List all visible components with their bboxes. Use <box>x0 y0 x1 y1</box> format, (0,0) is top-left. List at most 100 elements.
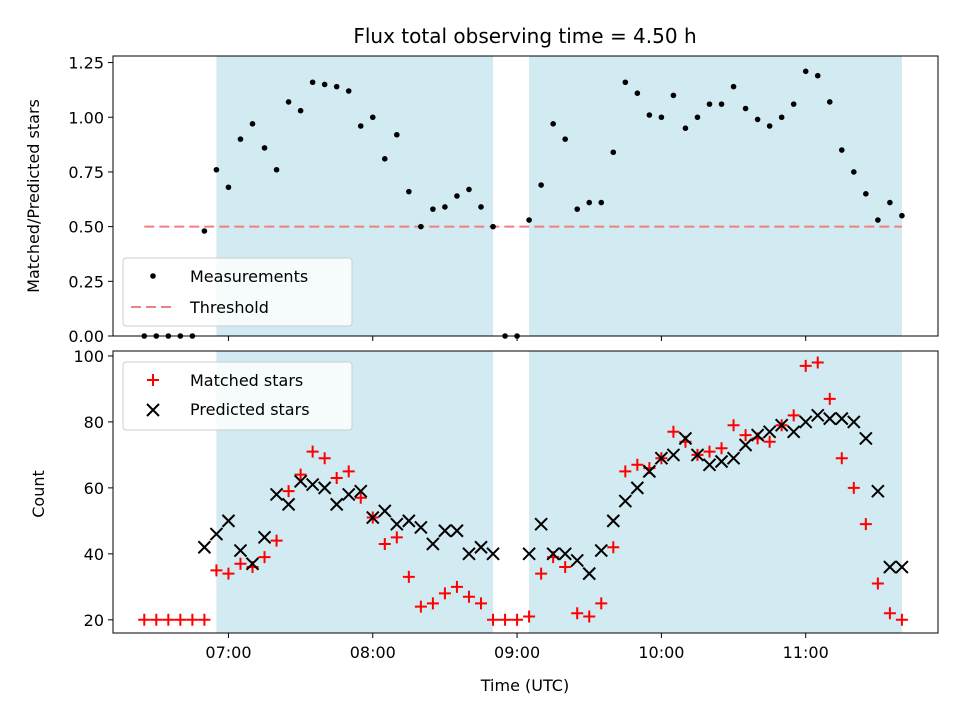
measurement-point <box>345 88 352 94</box>
top-legend-box <box>122 257 353 327</box>
matched-point <box>631 458 644 471</box>
matched-point <box>318 452 331 465</box>
matched-point <box>354 491 367 504</box>
matched-point <box>835 452 848 465</box>
top-y-tick-label: 0.50 <box>68 218 104 237</box>
top-x-ticks <box>227 336 807 341</box>
predicted-point <box>414 520 428 535</box>
predicted-point <box>293 474 308 488</box>
measurement-point <box>394 131 400 138</box>
matched-point <box>667 425 680 438</box>
predicted-point <box>690 448 705 462</box>
bottom-shaded-spans <box>216 351 902 633</box>
predicted-point <box>342 487 356 502</box>
measurement-point <box>682 125 689 131</box>
x-tick-label: 07:00 <box>205 643 251 662</box>
predicted-point <box>618 494 633 508</box>
matched-point <box>583 610 596 623</box>
predicted-point <box>630 481 645 495</box>
predicted-point <box>738 438 753 452</box>
top-y-axis-label: Matched/Predicted stars <box>24 99 43 293</box>
measurement-point <box>899 212 905 219</box>
top-axes-frame <box>112 55 939 337</box>
predicted-point <box>642 464 657 479</box>
matched-point <box>282 485 295 498</box>
predicted-point <box>269 487 284 502</box>
matched-point <box>342 465 355 478</box>
predicted-point <box>786 425 801 439</box>
matched-point <box>787 409 800 422</box>
matched-point <box>727 419 740 432</box>
measurement-point <box>670 92 677 99</box>
bottom-panel: 20 40 60 80 100 07:00 08:00 09:00 10:00 11:00 Co… <box>29 347 939 695</box>
measurement-point <box>381 156 388 162</box>
matched-point <box>595 597 608 610</box>
bottom-axes-frame <box>112 350 939 634</box>
predicted-point <box>426 537 440 551</box>
matched-point <box>895 613 908 626</box>
bottom-legend-box <box>122 361 353 431</box>
legend-predicted-label: Predicted stars <box>190 400 310 419</box>
bottom-y-tick-label: 20 <box>84 611 104 630</box>
predicted-point <box>811 408 825 423</box>
matched-point <box>294 468 307 481</box>
measurement-point <box>442 204 448 210</box>
bottom-shaded-span-1 <box>529 351 902 633</box>
predicted-point <box>594 543 608 558</box>
matched-point <box>475 597 488 610</box>
measurement-point <box>285 99 292 105</box>
legend-threshold-label: Threshold <box>189 298 269 317</box>
measurement-point <box>369 114 376 121</box>
x-tick-label: 08:00 <box>350 643 396 662</box>
measurement-point <box>586 199 593 206</box>
matched-point <box>763 435 776 448</box>
matched-point <box>462 590 475 603</box>
measurement-point <box>610 149 617 156</box>
matched-point <box>499 613 512 626</box>
predicted-point <box>895 560 909 574</box>
measurement-point <box>706 101 713 107</box>
matched-point <box>234 557 247 570</box>
top-panel: 0.00 0.25 0.50 0.75 1.00 1.25 Matched/Predict… <box>24 54 939 346</box>
predicted-point <box>486 547 500 561</box>
bottom-y-tick-label: 40 <box>84 545 104 564</box>
predicted-point <box>438 524 452 538</box>
predicted-point <box>305 477 320 492</box>
measurement-point <box>526 217 532 223</box>
predicted-point <box>558 547 572 561</box>
x-axis-label: Time (UTC) <box>480 676 569 695</box>
matched-points <box>138 356 908 626</box>
matched-point <box>847 481 860 494</box>
matched-point <box>306 445 319 458</box>
measurement-point <box>766 123 773 129</box>
measurement-point <box>333 83 340 90</box>
measurement-point <box>814 72 821 79</box>
matched-point <box>330 471 343 484</box>
predicted-point <box>317 481 332 495</box>
matched-point <box>883 607 896 620</box>
matched-point <box>402 570 415 583</box>
top-y-tick-label: 0.25 <box>68 272 104 291</box>
matched-point <box>270 534 283 547</box>
measurement-point <box>718 101 725 107</box>
measurement-point <box>309 79 316 86</box>
measurement-point <box>562 136 568 142</box>
predicted-point <box>474 540 488 554</box>
matched-point <box>450 580 463 593</box>
matched-point <box>511 613 524 626</box>
measurement-point <box>261 145 268 151</box>
predicted-point <box>329 497 344 512</box>
predicted-point <box>678 431 693 446</box>
top-legend: Measurements Threshold <box>122 257 353 327</box>
top-y-tick-label: 0.75 <box>68 163 104 182</box>
measurement-point <box>297 107 304 114</box>
bottom-y-tick-label: 80 <box>84 413 104 432</box>
predicted-point <box>354 484 368 498</box>
measurement-point <box>273 166 280 173</box>
matched-point <box>487 613 500 626</box>
predicted-point <box>534 517 548 531</box>
measurement-point <box>742 105 749 112</box>
predicted-point <box>402 514 416 528</box>
matched-point <box>799 359 812 372</box>
measurement-point <box>790 101 797 107</box>
